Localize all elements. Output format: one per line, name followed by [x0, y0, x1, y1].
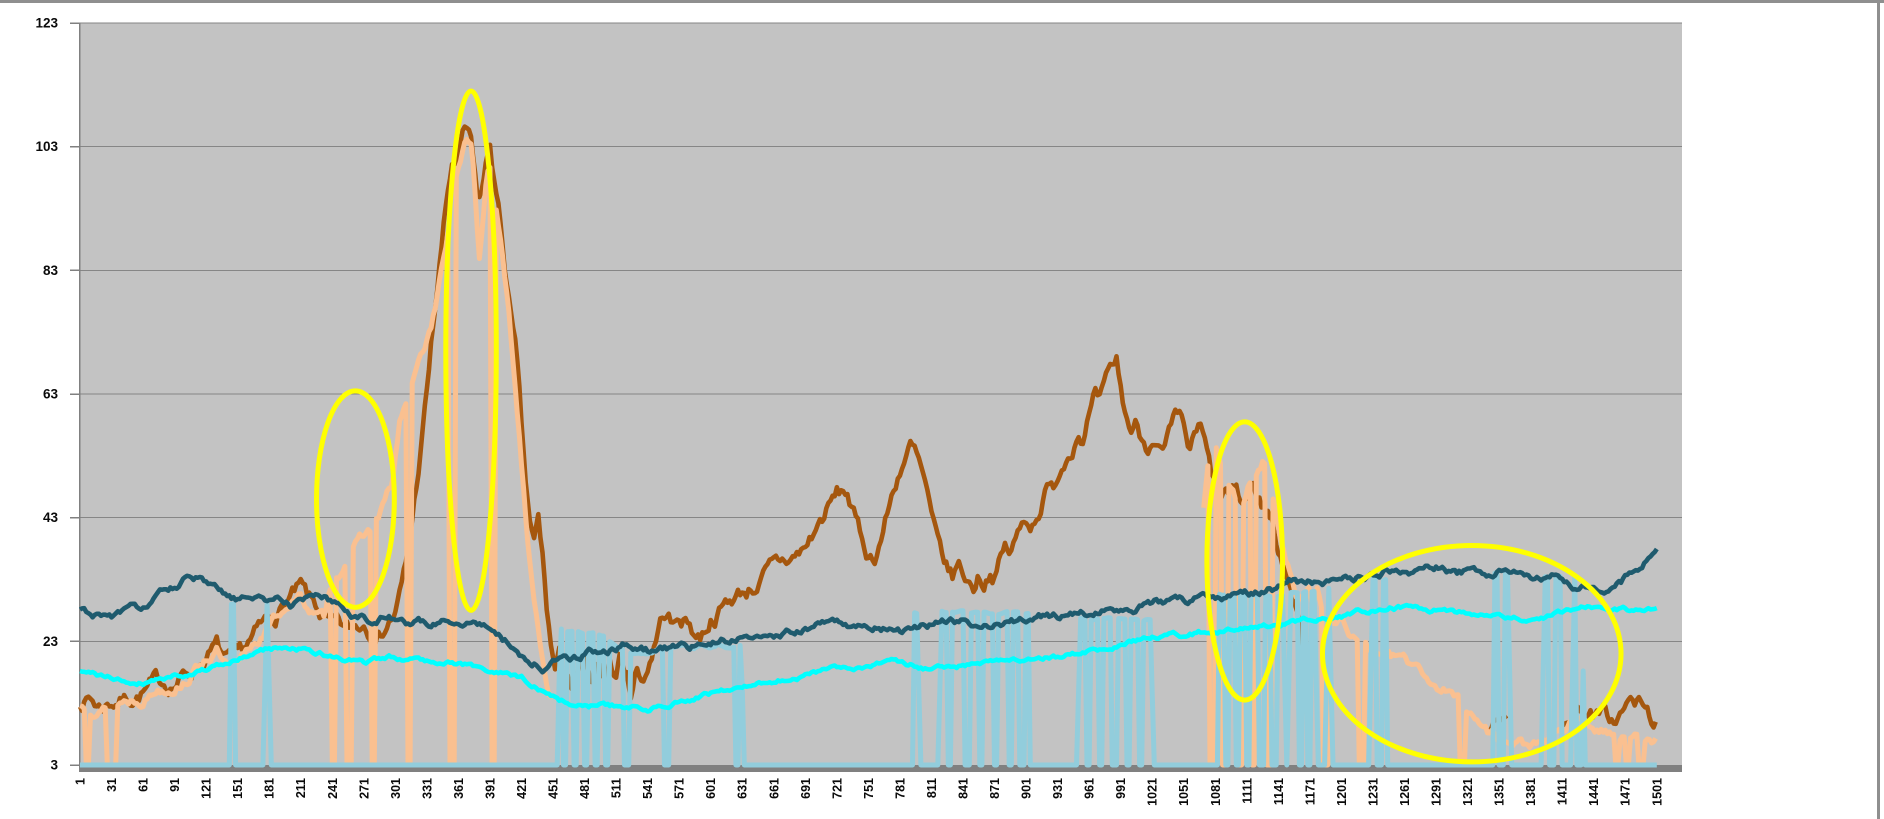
x-axis-label: 1201: [1335, 778, 1349, 806]
x-axis-label: 31: [105, 778, 119, 792]
x-axis-label: 811: [925, 778, 939, 798]
x-axis-label: 691: [799, 778, 813, 799]
x-axis-label: 1231: [1366, 778, 1380, 806]
x-axis-label: 541: [641, 778, 655, 799]
x-axis-label: 301: [389, 778, 403, 799]
series-light-blue: [79, 570, 1658, 768]
x-axis-label: 331: [420, 778, 434, 799]
x-axis-label: 781: [893, 778, 907, 799]
annotation-ellipse-peach-spikes: [1204, 419, 1286, 703]
annotation-ellipse-peach-rise: [314, 388, 397, 610]
series-cyan: [79, 602, 1658, 714]
y-axis-label: 103: [35, 139, 58, 154]
window-border-top: [0, 0, 1884, 3]
series-line-light-blue: [79, 570, 1658, 768]
x-axis-label: 1501: [1650, 778, 1664, 806]
x-axis-label: 451: [547, 778, 561, 799]
y-axis-label: 83: [43, 263, 59, 278]
x-axis-label: 1261: [1398, 778, 1412, 806]
x-axis-label: 1081: [1209, 778, 1223, 806]
x-axis-label: 841: [956, 778, 970, 799]
y-axis-label: 23: [43, 634, 59, 649]
x-axis-label: 61: [137, 778, 151, 792]
x-axis-label: 721: [830, 778, 844, 799]
x-axis-label: 901: [1020, 778, 1034, 799]
x-axis-label: 661: [767, 778, 781, 799]
x-axis-label: 571: [673, 778, 687, 799]
x-axis-label: 241: [326, 778, 340, 799]
x-axis-label: 481: [578, 778, 592, 799]
x-axis-label: 391: [483, 778, 497, 799]
x-axis-label: 1111: [1240, 778, 1254, 804]
x-axis-label: 1291: [1430, 778, 1444, 806]
x-axis-label: 931: [1051, 778, 1065, 799]
x-axis-label: 271: [357, 778, 371, 799]
x-axis-label: 871: [988, 778, 1002, 799]
y-axis-label: 63: [43, 387, 59, 402]
y-axis-label: 123: [35, 16, 58, 31]
x-axis-label: 1051: [1177, 778, 1191, 806]
y-axis-label: 3: [50, 758, 58, 773]
annotation-ellipse-peach-decline: [1319, 542, 1624, 765]
x-axis-label: 1171: [1303, 778, 1317, 805]
series-dark-teal: [78, 547, 1659, 675]
y-axis-label: 43: [43, 510, 59, 525]
window-border-right: [1877, 0, 1880, 819]
x-axis-label: 91: [168, 778, 182, 792]
x-axis-label: 421: [515, 778, 529, 799]
annotation-ellipse-main-peak: [443, 88, 499, 613]
x-axis-label: 121: [200, 778, 214, 799]
x-axis-label: 1: [74, 778, 88, 785]
x-axis-label: 1351: [1493, 778, 1507, 806]
x-axis-label: 211: [294, 778, 308, 798]
x-axis-label: 511: [610, 778, 624, 798]
x-axis-label: 1441: [1587, 778, 1601, 806]
x-axis-label: 631: [736, 778, 750, 799]
x-axis-label: 991: [1114, 778, 1128, 799]
x-axis-label: 1321: [1461, 778, 1475, 806]
x-axis-label: 1141: [1272, 778, 1286, 805]
x-axis-label: 1021: [1146, 778, 1160, 806]
series-line-peach: [79, 136, 554, 768]
x-axis-label: 601: [704, 778, 718, 799]
x-axis-label: 181: [263, 778, 277, 799]
x-axis-label: 361: [452, 778, 466, 799]
series-line-cyan: [79, 602, 1658, 714]
x-axis-label: 151: [231, 778, 245, 799]
x-axis-label: 751: [862, 778, 876, 799]
x-axis-label: 1411: [1556, 778, 1570, 805]
x-axis-label: 1471: [1619, 778, 1633, 806]
x-axis-label: 961: [1083, 778, 1097, 799]
series-line-dark-teal: [78, 547, 1659, 675]
x-axis-label: 1381: [1524, 778, 1538, 806]
x-axis-strip: [80, 765, 1682, 772]
